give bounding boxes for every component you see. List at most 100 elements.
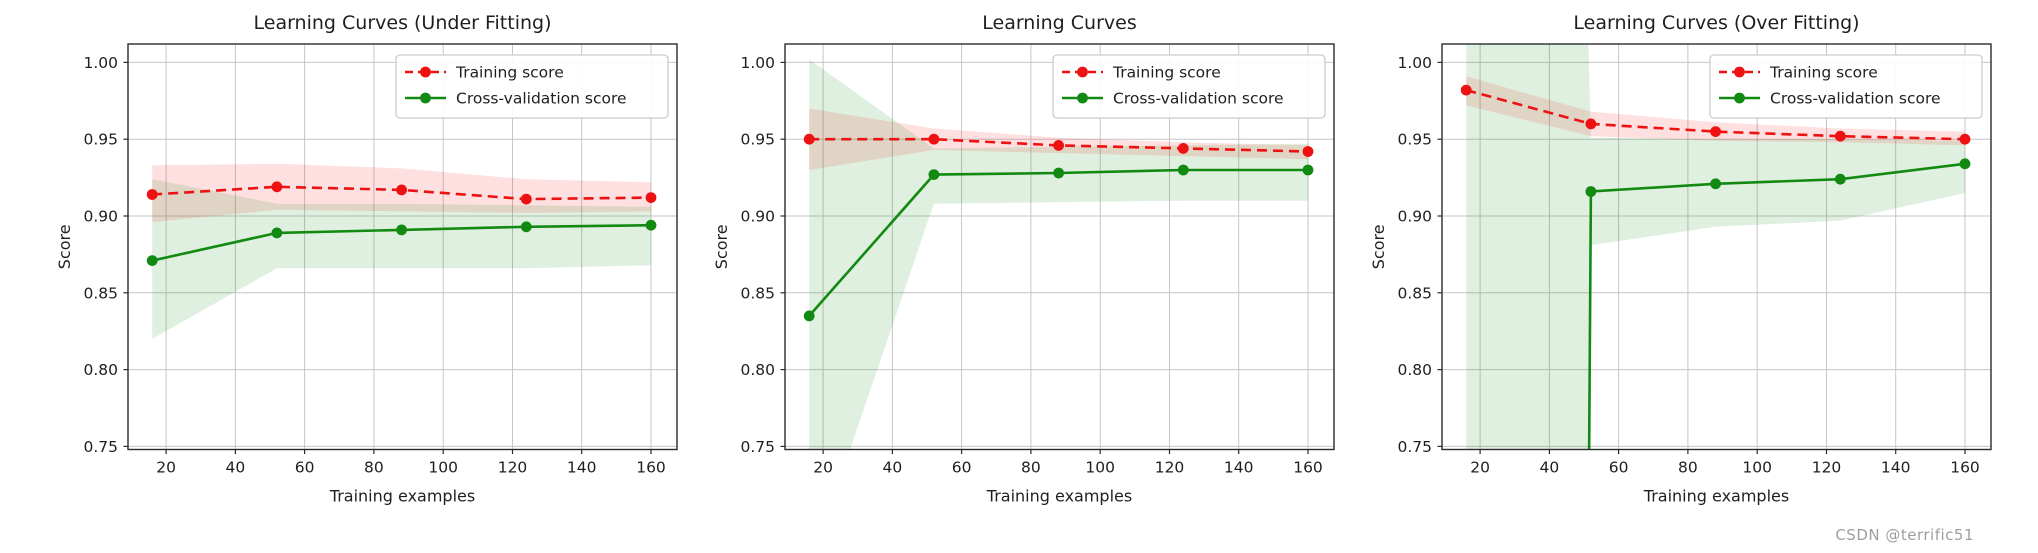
cv-marker	[645, 219, 657, 231]
y-axis-label: Score	[712, 224, 731, 269]
training-marker	[1302, 146, 1314, 157]
training-marker	[520, 193, 532, 205]
y-tick-label: 0.95	[1397, 131, 1432, 149]
x-tick-label: 160	[636, 459, 666, 477]
legend-label: Cross-validation score	[456, 90, 627, 108]
chart-underfitting: 20 40 60 80 100 120 140 160 0.75 0.80 0.85 0.90 0.95…	[0, 0, 690, 553]
cv-marker	[1053, 167, 1064, 179]
y-tick-label: 0.80	[1397, 361, 1432, 379]
training-marker	[1053, 140, 1064, 151]
cv-marker	[1710, 178, 1721, 190]
legend-cv-marker-icon	[420, 92, 431, 104]
x-axis-label: Training examples	[329, 487, 475, 506]
plot-area	[127, 43, 678, 451]
y-tick-label: 0.90	[740, 208, 775, 226]
y-tick-label: 0.75	[1397, 438, 1432, 456]
x-tick-label: 80	[1678, 459, 1698, 477]
y-tick-label: 0.85	[740, 284, 775, 302]
chart-svg: 20 40 60 80 100 120 140 160 0.75 0.80 0.85 0.90 0.95…	[55, 12, 678, 506]
x-tick-label: 40	[883, 459, 903, 477]
x-tick-label: 80	[1021, 459, 1041, 477]
legend-label: Training score	[1112, 64, 1221, 82]
x-tick-label: 140	[567, 459, 597, 477]
y-tick-label: 0.75	[740, 438, 775, 456]
legend: Training score Cross-validation score	[1052, 54, 1326, 119]
training-marker	[1460, 84, 1472, 96]
y-tick-label: 0.95	[740, 131, 775, 149]
legend-training-marker-icon	[1077, 66, 1088, 78]
legend-label: Training score	[455, 64, 564, 82]
x-tick-label: 120	[1155, 459, 1185, 477]
legend-training-marker-icon	[420, 66, 431, 78]
x-tick-label: 20	[813, 459, 833, 477]
cv-marker	[396, 224, 407, 236]
plot-area	[1441, 43, 1992, 451]
training-marker	[1710, 126, 1721, 137]
legend-training-marker-icon	[1734, 66, 1745, 78]
chart-goodfit: 20 40 60 80 100 120 140 160 0.75 0.80 0.85 0.90 0.95…	[657, 0, 1347, 553]
training-marker	[146, 189, 158, 200]
x-tick-label: 160	[1293, 459, 1323, 477]
cv-marker	[1302, 164, 1314, 176]
x-tick-label: 160	[1950, 459, 1980, 477]
y-tick-label: 1.00	[83, 54, 118, 72]
cv-marker	[1959, 158, 1971, 170]
legend-label: Cross-validation score	[1113, 90, 1284, 108]
training-marker	[928, 133, 940, 145]
cv-marker	[1585, 186, 1597, 197]
training-marker	[1959, 133, 1971, 145]
cv-marker	[928, 169, 940, 181]
x-tick-label: 80	[364, 459, 384, 477]
watermark: CSDN @terrific51	[1835, 526, 1974, 544]
legend-label: Training score	[1769, 64, 1878, 82]
legend: Training score Cross-validation score	[395, 54, 669, 119]
legend-cv-marker-icon	[1734, 92, 1745, 104]
x-tick-label: 140	[1881, 459, 1911, 477]
cv-band	[152, 179, 651, 339]
x-tick-label: 20	[156, 459, 176, 477]
cv-band	[809, 59, 1308, 450]
axis-ticks	[1437, 61, 1966, 454]
training-marker	[271, 181, 283, 193]
y-axis-label: Score	[55, 224, 74, 269]
training-marker	[1585, 118, 1597, 130]
legend: Training score Cross-validation score	[1709, 54, 1983, 119]
legend-label: Cross-validation score	[1770, 90, 1941, 108]
x-tick-label: 100	[428, 459, 458, 477]
y-tick-label: 0.90	[1397, 208, 1432, 226]
y-tick-label: 0.75	[83, 438, 118, 456]
cv-marker	[146, 255, 158, 266]
training-marker	[396, 184, 407, 196]
chart-svg: 20 40 60 80 100 120 140 160 0.75 0.80 0.85 0.90 0.95…	[712, 12, 1335, 506]
axis-ticks	[780, 61, 1309, 454]
training-line	[1465, 88, 1966, 141]
cv-band	[1466, 44, 1965, 450]
y-tick-label: 1.00	[740, 54, 775, 72]
x-tick-label: 40	[226, 459, 246, 477]
y-tick-label: 0.95	[83, 131, 118, 149]
cv-marker	[520, 221, 532, 233]
x-axis-label: Training examples	[1643, 487, 1789, 506]
legend-cv-marker-icon	[1077, 92, 1088, 104]
y-tick-label: 0.80	[83, 361, 118, 379]
x-tick-label: 100	[1085, 459, 1115, 477]
training-marker	[645, 192, 657, 204]
x-tick-label: 40	[1540, 459, 1560, 477]
cv-marker	[1177, 164, 1189, 176]
training-marker	[803, 133, 815, 145]
cv-marker	[271, 227, 283, 239]
y-tick-label: 0.80	[740, 361, 775, 379]
training-band	[809, 108, 1308, 170]
axis-ticks	[123, 61, 652, 454]
chart-svg: 20 40 60 80 100 120 140 160 0.75 0.80 0.85 0.90 0.95…	[1369, 12, 1992, 506]
y-tick-label: 1.00	[1397, 54, 1432, 72]
y-tick-label: 0.85	[1397, 284, 1432, 302]
chart-title: Learning Curves	[982, 12, 1136, 34]
x-tick-label: 60	[952, 459, 972, 477]
x-tick-label: 100	[1742, 459, 1772, 477]
training-marker	[1177, 143, 1189, 154]
x-tick-label: 120	[498, 459, 528, 477]
chart-title: Learning Curves (Over Fitting)	[1573, 12, 1859, 34]
y-tick-label: 0.90	[83, 208, 118, 226]
